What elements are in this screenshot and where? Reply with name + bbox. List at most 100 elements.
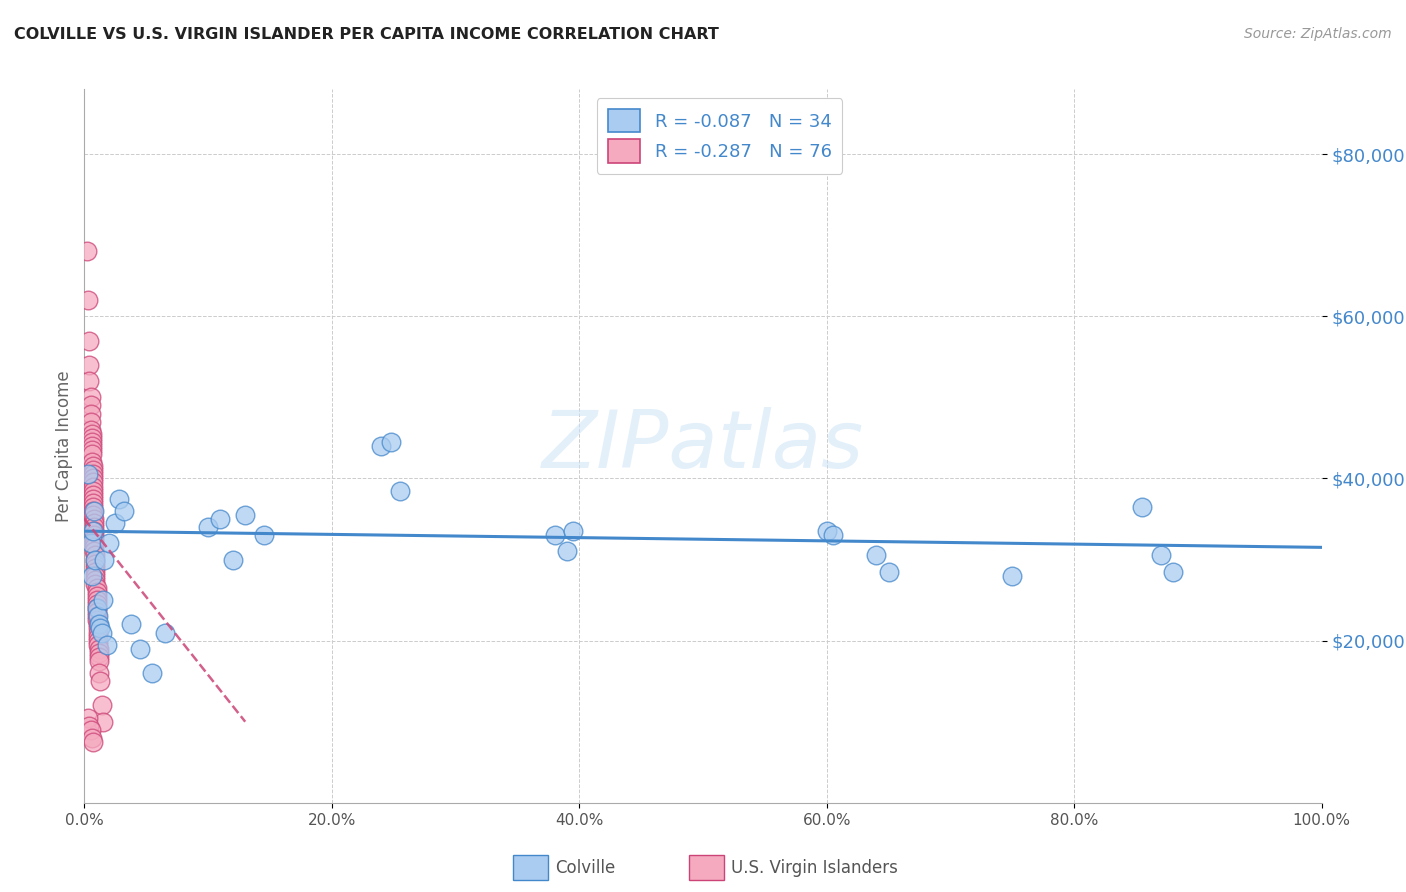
Point: [93, 552, 115, 566]
Point: [79, 536, 101, 550]
Point: [89, 649, 111, 664]
Point: [370, 439, 392, 453]
Point: [80, 426, 103, 441]
Text: ZIPatlas: ZIPatlas: [541, 407, 865, 485]
Point: [84, 552, 107, 566]
Point: [83, 541, 105, 555]
Point: [82, 471, 104, 485]
Point: [79, 719, 101, 733]
Point: [84, 565, 107, 579]
Point: [83, 524, 105, 538]
Y-axis label: Per Capita Income: Per Capita Income: [55, 370, 73, 522]
Point: [108, 491, 131, 506]
Point: [82, 463, 104, 477]
Point: [89, 622, 111, 636]
Point: [86, 601, 108, 615]
Point: [197, 520, 219, 534]
Point: [82, 455, 104, 469]
Point: [80, 568, 103, 582]
Point: [79, 390, 101, 404]
Point: [543, 528, 565, 542]
Text: Source: ZipAtlas.com: Source: ZipAtlas.com: [1244, 27, 1392, 41]
Point: [87, 625, 110, 640]
Point: [82, 479, 104, 493]
Point: [79, 415, 101, 429]
Point: [80, 731, 103, 745]
Point: [84, 573, 107, 587]
Point: [89, 646, 111, 660]
Point: [87, 633, 110, 648]
Point: [86, 593, 108, 607]
Point: [80, 447, 103, 461]
Point: [80, 439, 103, 453]
Point: [80, 443, 103, 458]
Point: [86, 581, 108, 595]
Point: [821, 528, 844, 542]
Point: [91, 714, 114, 729]
Point: [82, 491, 104, 506]
Text: COLVILLE VS U.S. VIRGIN ISLANDER PER CAPITA INCOME CORRELATION CHART: COLVILLE VS U.S. VIRGIN ISLANDER PER CAP…: [14, 27, 718, 42]
Point: [79, 407, 101, 421]
Point: [76, 244, 98, 259]
Point: [82, 496, 104, 510]
Point: [79, 399, 101, 413]
Point: [86, 613, 108, 627]
Point: [83, 544, 105, 558]
Point: [1150, 549, 1173, 563]
Point: [1130, 500, 1153, 514]
Point: [80, 423, 103, 437]
Point: [96, 638, 118, 652]
Point: [83, 536, 105, 550]
Point: [82, 524, 104, 538]
Point: [87, 638, 110, 652]
Point: [86, 589, 108, 603]
Text: Colville: Colville: [555, 859, 616, 877]
Point: [89, 674, 111, 689]
Point: [84, 560, 107, 574]
Point: [79, 374, 101, 388]
Point: [89, 666, 111, 681]
Point: [87, 609, 110, 624]
Point: [80, 431, 103, 445]
Point: [1001, 568, 1024, 582]
Point: [98, 536, 121, 550]
Point: [877, 565, 900, 579]
Point: [83, 528, 105, 542]
Point: [90, 698, 112, 713]
Point: [89, 617, 111, 632]
Point: [83, 512, 105, 526]
Point: [90, 625, 112, 640]
Point: [815, 524, 838, 538]
Point: [82, 504, 104, 518]
Point: [120, 617, 142, 632]
Point: [86, 601, 108, 615]
Point: [84, 552, 107, 566]
Point: [87, 617, 110, 632]
Point: [83, 533, 105, 547]
Point: [83, 504, 105, 518]
Point: [129, 641, 152, 656]
Point: [86, 585, 108, 599]
Point: [82, 488, 104, 502]
Point: [84, 557, 107, 571]
Point: [86, 597, 108, 611]
Point: [91, 593, 114, 607]
Point: [388, 483, 411, 498]
Point: [82, 483, 104, 498]
Legend: R = -0.087   N = 34, R = -0.287   N = 76: R = -0.087 N = 34, R = -0.287 N = 76: [596, 98, 842, 174]
Point: [209, 512, 232, 526]
Point: [141, 666, 163, 681]
Point: [89, 641, 111, 656]
Point: [87, 630, 110, 644]
Point: [865, 549, 887, 563]
Point: [562, 524, 585, 538]
Point: [84, 568, 107, 582]
Point: [233, 508, 256, 522]
Point: [77, 711, 100, 725]
Point: [83, 520, 105, 534]
Point: [89, 654, 111, 668]
Point: [82, 459, 104, 474]
Point: [380, 434, 402, 449]
Point: [79, 723, 101, 737]
Point: [104, 516, 127, 530]
